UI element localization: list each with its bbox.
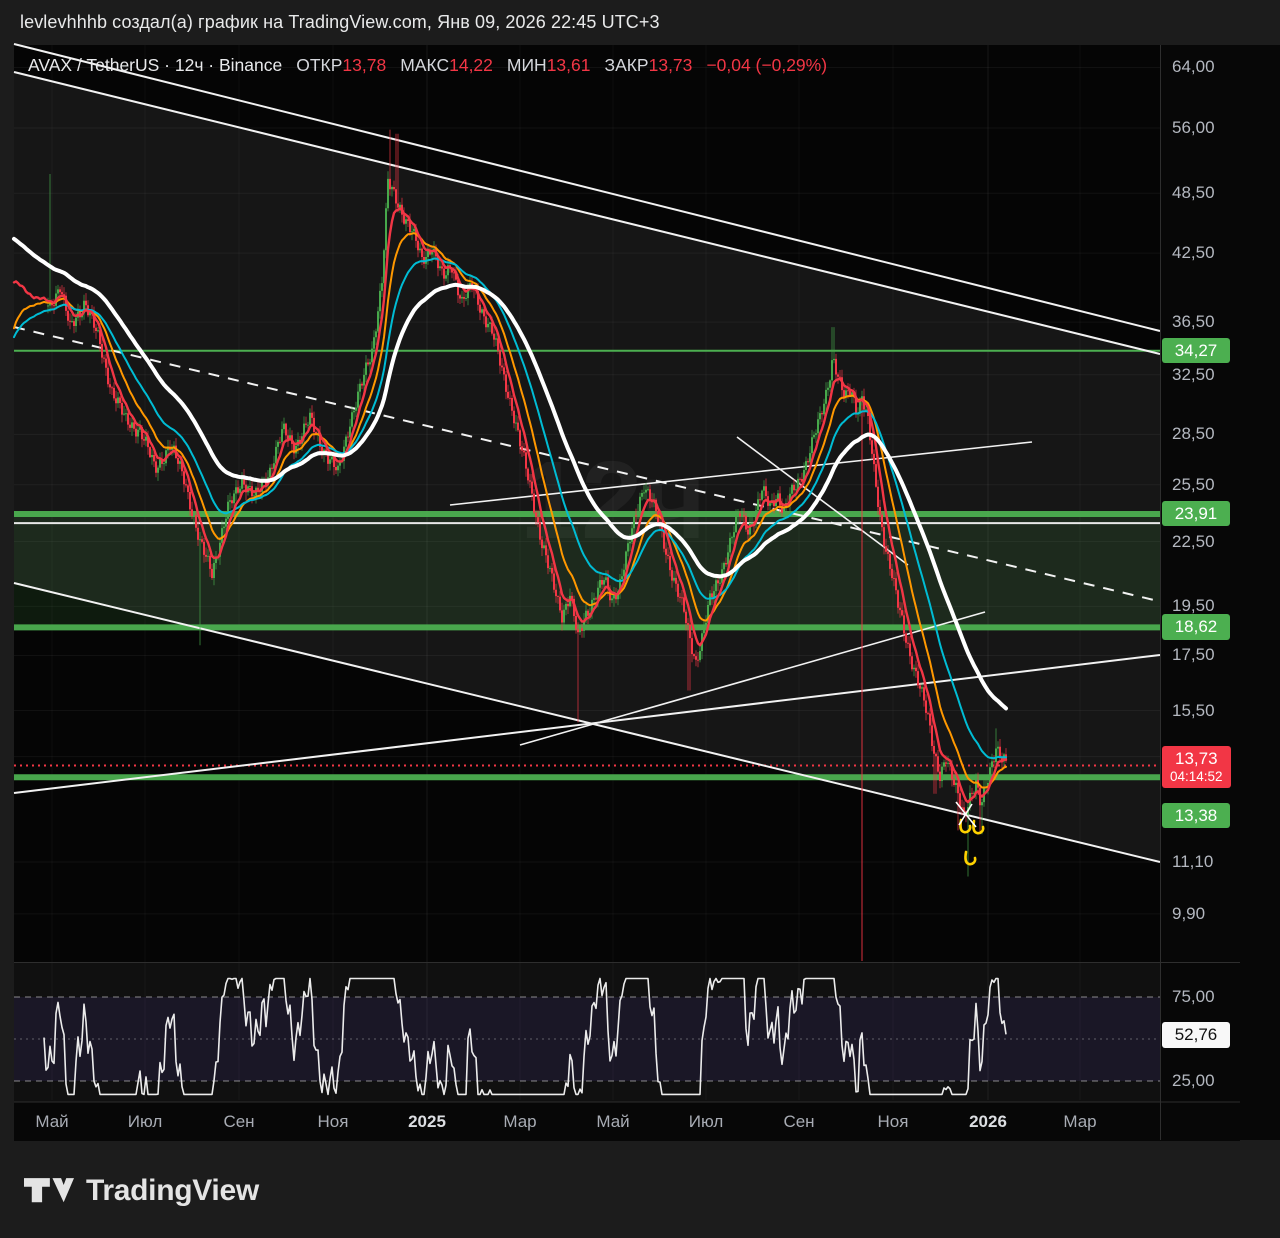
time-tick-label: Ноя — [877, 1112, 909, 1131]
price-tick-label: 15,50 — [1172, 700, 1215, 720]
time-tick-label: Сен — [223, 1112, 255, 1131]
symbol-title[interactable]: AVAX / TetherUS · 12ч · Binance — [28, 55, 283, 75]
price-tick-label: 17,50 — [1172, 645, 1215, 665]
price-tick-label: 11,10 — [1172, 851, 1214, 871]
price-tick-label: 25,50 — [1172, 474, 1215, 494]
rsi-value-badge: 52,76 — [1162, 1022, 1230, 1048]
price-tick-label: 9,90 — [1172, 903, 1206, 923]
price-tick-label: 36,50 — [1172, 312, 1215, 332]
price-tick-label: 64,00 — [1172, 57, 1215, 77]
time-tick-label: Сен — [783, 1112, 815, 1131]
time-tick-label: Май — [35, 1112, 69, 1131]
bar-countdown: 04:14:52 — [1170, 768, 1223, 784]
level-badge-18-62: 18,62 — [1162, 614, 1230, 640]
price-tick-label: 19,50 — [1172, 596, 1215, 616]
tradingview-logo-text: TradingView — [86, 1174, 259, 1207]
time-tick-label: Июл — [127, 1112, 163, 1131]
tradingview-logo[interactable]: TradingView — [24, 1174, 259, 1208]
change-value: −0,04 (−0,29%) — [706, 55, 828, 75]
chart-legend[interactable]: AVAX / TetherUS · 12ч · Binance ОТКР13,7… — [28, 55, 827, 76]
tradingview-logo-icon — [24, 1178, 74, 1203]
current-price-badge: 13,73 04:14:52 — [1162, 745, 1231, 788]
rsi-tick-75: 75,00 — [1172, 987, 1215, 1006]
price-tick-label: 42,50 — [1172, 243, 1215, 263]
price-axis[interactable] — [1160, 45, 1280, 1140]
price-tick-label: 22,50 — [1172, 531, 1215, 551]
time-tick-label: Июл — [688, 1112, 724, 1131]
time-tick-label: 2025 — [408, 1112, 446, 1131]
price-tick-label: 32,50 — [1172, 364, 1215, 384]
price-tick-label: 48,50 — [1172, 183, 1215, 203]
time-tick-label: Май — [596, 1112, 630, 1131]
time-axis[interactable] — [14, 1102, 1240, 1141]
ohlc-low: МИН13,61 — [506, 55, 591, 75]
level-badge-23-91: 23,91 — [1162, 500, 1230, 527]
price-tick-label: 56,00 — [1172, 118, 1215, 137]
ohlc-open: ОТКР13,78 — [296, 55, 387, 75]
level-badge-34-27: 34,27 — [1162, 337, 1230, 363]
price-tick-label: 28,50 — [1172, 424, 1215, 444]
time-tick-label: Мар — [503, 1112, 537, 1131]
time-tick-label: Ноя — [317, 1112, 349, 1131]
time-tick-label: 2026 — [969, 1112, 1007, 1131]
level-badge-13-38: 13,38 — [1162, 803, 1230, 829]
rsi-tick-25: 25,00 — [1172, 1071, 1215, 1090]
attribution-text: levlevhhhb создал(а) график на TradingVi… — [20, 12, 660, 32]
ohlc-high: МАКС14,22 — [400, 55, 493, 75]
time-tick-label: Мар — [1063, 1112, 1097, 1131]
ohlc-close: ЗАКР13,73 — [604, 55, 693, 75]
